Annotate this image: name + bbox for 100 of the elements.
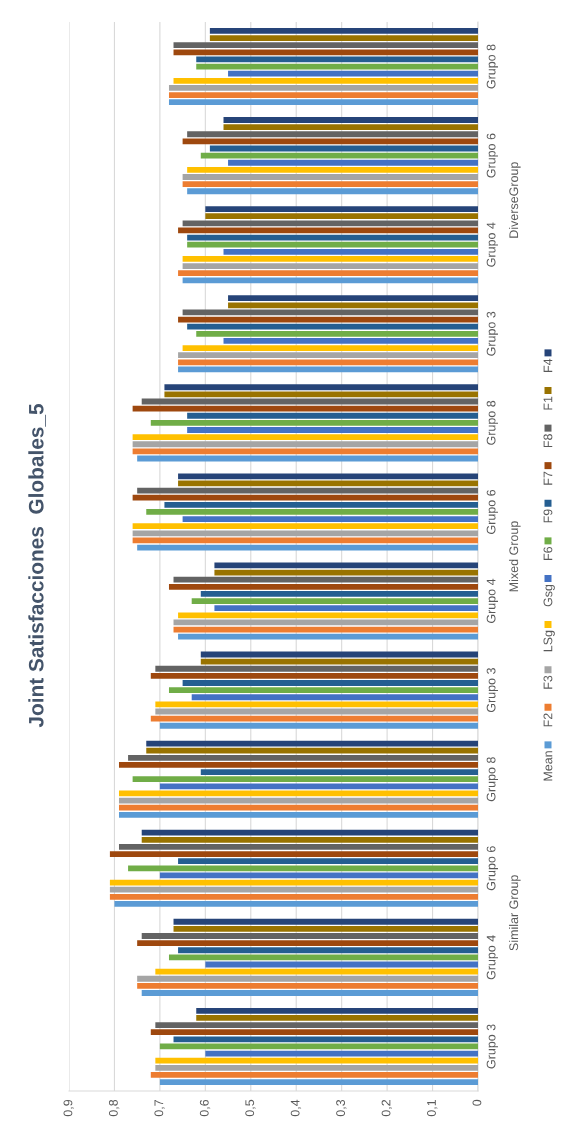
text: Joint Satisfacciones Globales_5 — [28, 403, 46, 728]
bar — [182, 680, 478, 686]
x-tick-label: 0,7 — [154, 1099, 165, 1117]
bar — [141, 990, 478, 996]
bar — [141, 829, 478, 836]
bar — [191, 598, 478, 604]
bar — [150, 715, 478, 722]
legend-label: LSg — [543, 630, 555, 652]
bar — [159, 722, 478, 729]
x-tick-label: 0,4 — [290, 1099, 302, 1117]
legend-label: F3 — [543, 675, 553, 689]
bar — [109, 886, 478, 893]
y-tick-label: Grupo 3 — [486, 1024, 498, 1069]
bar — [214, 605, 478, 612]
x-tick-label: 0,6 — [199, 1099, 211, 1117]
y-tick-label: Grupo 3 — [486, 311, 498, 356]
y-tick-label: Grupo 3 — [486, 668, 498, 713]
bar — [205, 206, 478, 212]
bar — [200, 769, 478, 775]
y-tick-label: Grupo 4 — [486, 578, 498, 623]
bar — [187, 188, 478, 195]
bar — [150, 1072, 478, 1078]
legend-label: F9 — [543, 509, 553, 523]
bar — [196, 1007, 478, 1014]
bar — [173, 49, 478, 56]
bar — [182, 345, 478, 351]
legend-label: F6 — [543, 546, 553, 560]
bar — [155, 1057, 478, 1064]
bar — [223, 248, 478, 255]
bar — [132, 448, 478, 455]
bar — [137, 982, 478, 989]
bar — [182, 138, 478, 145]
bar — [168, 85, 478, 91]
bar — [132, 523, 478, 530]
bar — [173, 925, 478, 932]
bar — [173, 1036, 478, 1043]
bar — [178, 947, 478, 954]
bar — [178, 270, 478, 277]
bar — [168, 99, 478, 106]
bar — [168, 583, 478, 590]
bar — [150, 419, 478, 426]
bar — [223, 338, 478, 344]
bar — [187, 323, 478, 330]
bar — [187, 241, 478, 248]
bar — [228, 295, 478, 302]
x-tick-label: 0,9 — [63, 1099, 74, 1117]
bar — [205, 213, 478, 220]
bar — [182, 277, 478, 284]
bar — [187, 166, 478, 173]
bar — [137, 940, 478, 947]
legend-label: F7 — [543, 471, 553, 485]
text: Similar Group — [508, 875, 521, 951]
bar — [178, 473, 478, 480]
y-tick-label: Grupo 8 — [486, 400, 498, 445]
bar — [114, 901, 478, 907]
bar — [178, 633, 478, 640]
bar — [109, 851, 478, 857]
bar — [128, 754, 478, 761]
bar — [178, 352, 478, 359]
x-tick-label: 0,1 — [427, 1099, 438, 1117]
bar — [182, 256, 478, 262]
bar — [118, 804, 478, 811]
bar — [132, 776, 478, 783]
bar — [209, 35, 478, 41]
legend-label: Mean — [543, 751, 553, 781]
bar — [173, 42, 478, 49]
bar — [228, 70, 478, 77]
y-tick-label: Grupo 8 — [486, 757, 498, 802]
bar — [155, 1022, 478, 1028]
bar — [187, 427, 478, 433]
y-tick-label: Grupo 4 — [486, 935, 498, 980]
legend-label: F1 — [543, 396, 553, 410]
bar — [173, 576, 478, 583]
y-tick-label: Grupo 6 — [486, 846, 498, 891]
bar — [132, 494, 478, 501]
bar — [228, 159, 478, 166]
x-tick-label: 0,2 — [381, 1099, 392, 1117]
bar — [200, 591, 478, 597]
bar — [109, 893, 478, 900]
bar — [182, 516, 478, 522]
bar — [159, 1079, 478, 1085]
bar — [164, 391, 478, 398]
bar — [223, 117, 478, 123]
bar — [173, 918, 478, 925]
legend-label: F2 — [543, 713, 553, 727]
bar — [155, 1064, 478, 1071]
legend-label: F8 — [543, 434, 553, 448]
bar — [228, 302, 478, 309]
bar — [200, 152, 478, 159]
x-tick-label: 0 — [472, 1099, 482, 1106]
bar — [155, 701, 478, 708]
y-tick-label: Grupo 8 — [486, 44, 498, 89]
bar — [150, 672, 478, 679]
bar — [182, 263, 478, 269]
bar — [178, 359, 478, 366]
bar — [118, 762, 478, 768]
x-tick-label: 0,5 — [245, 1099, 256, 1117]
bar — [155, 968, 478, 975]
bar — [187, 412, 478, 419]
bar — [223, 124, 478, 131]
